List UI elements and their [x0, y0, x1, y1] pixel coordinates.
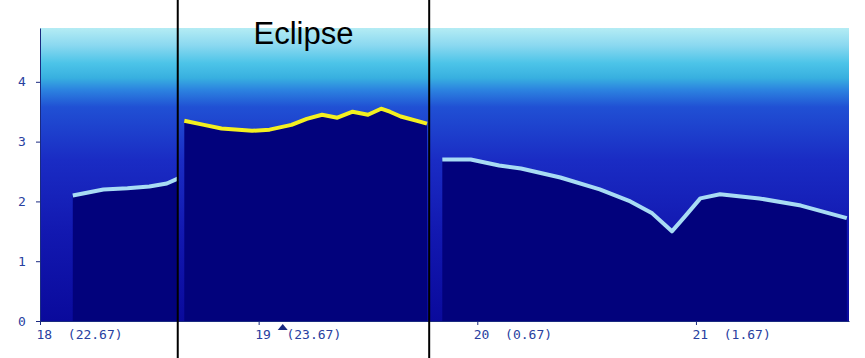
trace-line	[73, 179, 178, 196]
x-tick-mark	[696, 321, 697, 325]
x-tick-label: 18 (22.67)	[37, 327, 123, 342]
y-tick-label: 2	[18, 194, 26, 209]
trace-line	[442, 160, 847, 232]
trace-line	[184, 109, 427, 131]
x-tick: 20 (0.67)	[474, 321, 552, 342]
eclipse-boundary	[428, 0, 430, 358]
x-tick-label: 20 (0.67)	[474, 327, 552, 342]
y-tick-label: 0	[18, 314, 26, 329]
eclipse-label: Eclipse	[254, 16, 354, 51]
y-tick-mark	[36, 82, 40, 83]
time-marker	[278, 324, 288, 330]
x-tick: 18 (22.67)	[37, 321, 123, 342]
y-tick: 4	[18, 74, 40, 89]
plot-background	[40, 28, 849, 321]
y-tick-mark	[36, 261, 40, 262]
x-tick-mark	[477, 321, 478, 325]
y-tick: 2	[18, 194, 40, 209]
y-tick-label: 3	[18, 134, 26, 149]
y-tick: 3	[18, 134, 40, 149]
y-tick: 1	[18, 254, 40, 269]
trace-shadow	[73, 179, 178, 321]
y-axis: 0 1 2 3 4	[18, 29, 40, 329]
y-tick-mark	[36, 201, 40, 202]
x-tick-mark	[259, 321, 260, 325]
x-tick: 19 (23.67)	[255, 321, 341, 342]
y-tick: 0	[18, 314, 40, 329]
y-tick-label: 1	[18, 254, 26, 269]
chart: 18 (22.67)19 (23.67)20 (0.67)21 (1.67)01…	[0, 0, 865, 358]
y-tick-label: 4	[18, 74, 26, 89]
x-axis-line	[41, 321, 850, 322]
y-tick-mark	[36, 321, 40, 322]
y-axis-line	[40, 29, 41, 322]
data-layer	[73, 109, 847, 321]
x-tick-label: 19 (23.67)	[255, 327, 341, 342]
trace-shadow	[184, 109, 427, 321]
x-tick-mark	[40, 321, 41, 325]
trace-shadow	[442, 160, 847, 321]
x-axis: 18 (22.67) 19 (23.67) 20 (0.67) 21 (1.67)	[37, 321, 850, 342]
eclipse-boundary	[177, 0, 179, 358]
x-tick: 21 (1.67)	[692, 321, 770, 342]
y-tick-mark	[36, 142, 40, 143]
x-tick-label: 21 (1.67)	[692, 327, 770, 342]
plot: 18 (22.67)19 (23.67)20 (0.67)21 (1.67)01…	[18, 28, 849, 342]
